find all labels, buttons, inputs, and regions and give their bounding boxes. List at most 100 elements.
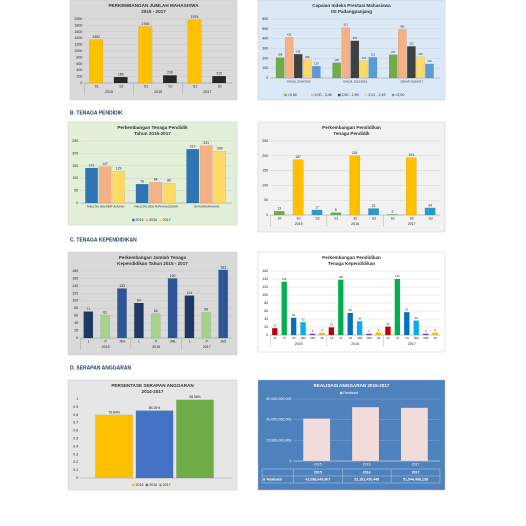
y-tick-label: 0.3	[73, 452, 78, 456]
bar	[404, 312, 410, 336]
chart-title: Perkembangan Jumlah Tenaga	[119, 255, 187, 260]
bar	[319, 332, 325, 336]
data-label: 76	[140, 180, 144, 184]
y-tick-label: 140	[262, 277, 268, 281]
x-tick-label: L	[138, 339, 140, 343]
bar	[83, 311, 94, 339]
y-tick-label: 100	[72, 299, 78, 303]
y-tick-label: 20	[74, 329, 78, 333]
bar	[167, 278, 178, 339]
data-label: 57	[405, 307, 408, 311]
y-tick-label: 160	[72, 276, 78, 280]
legend-swatch	[391, 93, 395, 97]
data-label: 8	[335, 208, 337, 212]
bar	[199, 145, 213, 204]
y-tick-label: 600	[76, 62, 82, 66]
x-tick-label: SMA	[301, 337, 307, 340]
x-tick-label: L	[189, 339, 191, 343]
x-tick-label: D3	[349, 337, 353, 340]
table-row-label: Realisasi	[267, 477, 283, 481]
data-label: 415	[287, 32, 292, 36]
chart-title: Perkembangan Pendidikan	[322, 125, 381, 130]
x-tick-label: S1	[283, 337, 287, 340]
bar	[95, 414, 133, 479]
data-label: 3	[425, 329, 427, 333]
x-tick-label: FAKULTAS SENI RUPA DAN DESAIN	[134, 205, 178, 209]
data-label: 194	[408, 153, 414, 157]
y-tick-label: 600	[262, 17, 268, 21]
data-label: 34	[358, 317, 361, 321]
x-tick-label: S1	[95, 84, 99, 88]
data-label: 2	[391, 210, 393, 214]
bar	[292, 159, 304, 216]
data-label: 3	[312, 329, 314, 333]
bar	[117, 288, 127, 339]
x-tick-label: L	[88, 339, 90, 343]
bar	[398, 29, 407, 79]
bar	[385, 326, 391, 336]
data-label: 176	[362, 56, 367, 60]
y-tick-label: 100	[72, 176, 78, 180]
bar	[407, 46, 416, 79]
x-tick-label: S1	[144, 84, 148, 88]
y-tick-label: 40	[74, 321, 78, 325]
data-label: 187	[295, 155, 301, 159]
x-tick-label: S2	[410, 216, 414, 220]
x-tick-label: D3	[405, 337, 409, 340]
y-tick-label: 20	[264, 325, 268, 329]
legend-swatch	[284, 93, 287, 97]
y-tick-label: 0.1	[73, 468, 78, 472]
x-tick-label: SMP	[310, 337, 316, 340]
section-heading: B. TENAGA PENDIDIK	[70, 110, 123, 116]
data-label: 120	[314, 61, 319, 65]
bar	[424, 207, 436, 216]
bar	[275, 57, 285, 79]
data-label: 216	[418, 52, 423, 56]
data-label: 237	[391, 50, 396, 54]
y-tick-label: 0	[76, 336, 78, 340]
chart-subtitle: 2014-2017	[142, 389, 164, 394]
y-tick-label: 0	[266, 213, 268, 217]
x-tick-label: S3	[315, 216, 319, 220]
data-label: 19	[330, 323, 333, 327]
chart-subtitle: Tahun 2015-2017	[134, 131, 171, 136]
bar	[432, 332, 438, 336]
y-tick-label: 1800	[74, 23, 82, 27]
y-tick-label: 200	[72, 151, 78, 155]
chart-subtitle: Tenaga Pendidik	[333, 131, 370, 136]
bar	[135, 410, 174, 479]
data-label: 231	[203, 141, 209, 145]
bar	[349, 155, 361, 216]
y-tick-label: 300	[262, 46, 268, 50]
data-label: 71	[86, 307, 90, 311]
bar	[89, 39, 103, 84]
bar	[162, 183, 176, 204]
y-tick-label: 1200	[74, 43, 82, 47]
data-label: 6	[378, 328, 380, 332]
bar	[150, 313, 161, 339]
y-tick-label: 1000	[74, 49, 82, 53]
y-tick-label: 0	[266, 76, 268, 80]
data-label: 242	[296, 49, 301, 53]
chart-title: PERSENTASE SERAPAN ANGGARAN	[111, 383, 194, 388]
bar	[416, 56, 425, 79]
x-tick-label: SMP	[367, 337, 373, 340]
bar	[425, 63, 434, 79]
legend-swatch	[159, 483, 162, 487]
data-label: 21	[386, 322, 389, 326]
y-tick-label: 150	[72, 164, 78, 168]
y-tick-label: 20,000,000,000	[266, 438, 291, 442]
y-tick-label: 500	[262, 27, 268, 31]
bar	[98, 166, 112, 204]
bar	[387, 214, 398, 216]
bar	[328, 327, 335, 336]
data-label: 80	[167, 179, 171, 183]
bar	[359, 60, 369, 79]
legend-label: 2,50 - 2,99	[341, 93, 358, 97]
x-tick-label: S2	[168, 84, 172, 88]
x-tick-label: SD	[320, 337, 324, 340]
bar	[212, 76, 226, 84]
data-label: 17	[273, 323, 276, 327]
chart: REALISASI ANGGARAN 2015-2017 0 20,000,000,…	[257, 379, 446, 491]
